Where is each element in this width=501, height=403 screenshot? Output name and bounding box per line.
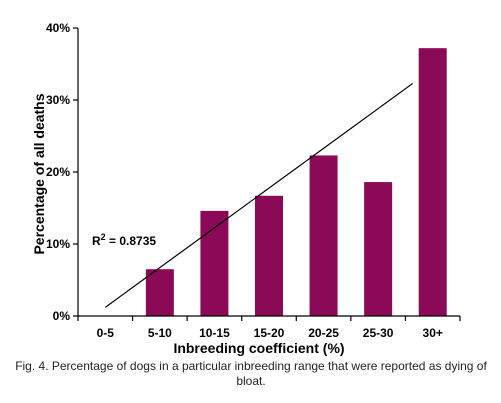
x-tick-label: 20-25: [308, 326, 339, 340]
r-squared-superscript: 2: [101, 232, 106, 242]
x-tick-label: 0-5: [97, 326, 115, 340]
x-axis-title: Inbreeding coefficient (%): [173, 340, 344, 356]
bar-chart: 0% 10% 20% 30% 40% 0-5 5-10 10-15 15-20 20-25 25-…: [31, 21, 461, 356]
x-tick-label: 30+: [423, 326, 443, 340]
y-tick-label: 10%: [46, 237, 70, 251]
bar-15-20: [255, 195, 283, 316]
r-squared-annotation: R2 = 0.8735: [92, 232, 156, 248]
bar-10-15: [200, 210, 229, 316]
bar-25-30: [364, 182, 393, 316]
y-ticks: 0% 10% 20% 30% 40%: [46, 21, 78, 323]
bar-series: [145, 48, 447, 316]
r-squared-label: R: [92, 234, 101, 248]
y-tick-label: 30%: [46, 93, 70, 107]
y-tick-label: 40%: [46, 21, 70, 35]
x-tick-label: 10-15: [199, 326, 230, 340]
y-axis-title: Percentage of all deaths: [31, 93, 47, 254]
y-tick-label: 20%: [46, 165, 70, 179]
r-squared-value: = 0.8735: [106, 234, 157, 248]
x-tick-label: 25-30: [363, 326, 394, 340]
figure-caption: Fig. 4. Percentage of dogs in a particul…: [15, 359, 487, 388]
bar-5-10: [145, 269, 174, 316]
y-tick-label: 0%: [53, 309, 71, 323]
bar-20-25: [309, 155, 338, 316]
bar-30+: [418, 48, 447, 316]
x-tick-label: 5-10: [148, 326, 172, 340]
trendline: [104, 82, 414, 308]
x-tick-label: 15-20: [254, 326, 285, 340]
x-ticks: 0-5 5-10 10-15 15-20 20-25 25-30 30+: [77, 316, 461, 340]
